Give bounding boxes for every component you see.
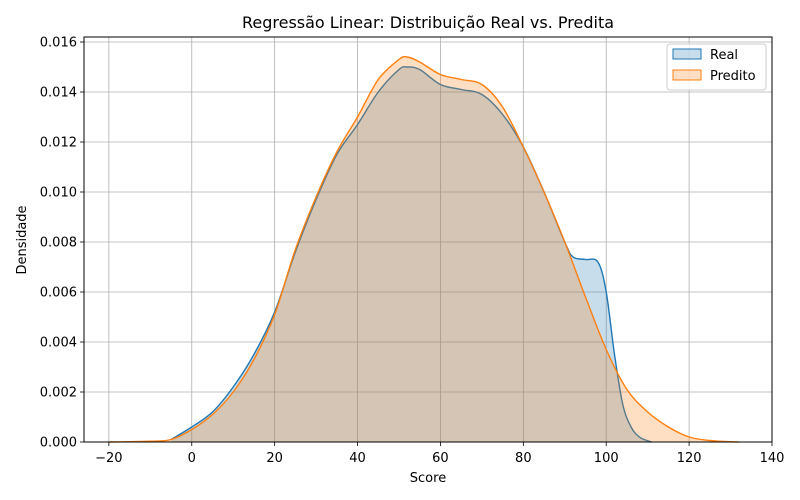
x-tick-label: 120: [677, 451, 702, 466]
legend-box: [666, 43, 767, 91]
x-tick-label: 80: [515, 451, 532, 466]
legend-label-real: Real: [710, 48, 738, 63]
y-tick-label: 0.012: [40, 136, 77, 151]
y-tick-label: 0.006: [40, 286, 77, 301]
legend-label-predito: Predito: [710, 69, 756, 84]
x-tick-label: 60: [432, 451, 449, 466]
series-layer: [108, 55, 739, 443]
axis-ticks: −20 0 20 40 60 80 100 120 140 0.000 0.002 0.004 0.00…: [40, 36, 785, 467]
x-tick-label: 100: [594, 451, 619, 466]
y-axis-title: Densidade: [15, 205, 30, 274]
y-tick-label: 0.000: [40, 436, 77, 451]
legend-swatch-real: [672, 48, 702, 60]
y-tick-label: 0.008: [40, 236, 77, 251]
x-axis-title: Score: [410, 471, 446, 486]
line-predito: [108, 55, 739, 443]
area-predito: [108, 56, 739, 442]
y-tick-label: 0.002: [40, 386, 77, 401]
y-tick-label: 0.004: [40, 336, 77, 351]
x-tick-label: 0: [188, 451, 196, 466]
x-tick-label: −20: [95, 451, 122, 466]
line-real: [170, 65, 653, 443]
x-tick-label: 140: [760, 451, 785, 466]
legend-swatch-predito: [672, 69, 702, 81]
legend: Real Predito: [666, 43, 767, 91]
y-tick-label: 0.014: [40, 86, 77, 101]
y-tick-label: 0.010: [40, 186, 77, 201]
area-real: [171, 66, 652, 443]
x-tick-label: 40: [349, 451, 366, 466]
plot-frame: [83, 36, 773, 443]
x-tick-label: 20: [266, 451, 283, 466]
chart-title: Regressão Linear: Distribuição Real vs. …: [242, 13, 614, 32]
y-tick-label: 0.016: [40, 36, 77, 51]
